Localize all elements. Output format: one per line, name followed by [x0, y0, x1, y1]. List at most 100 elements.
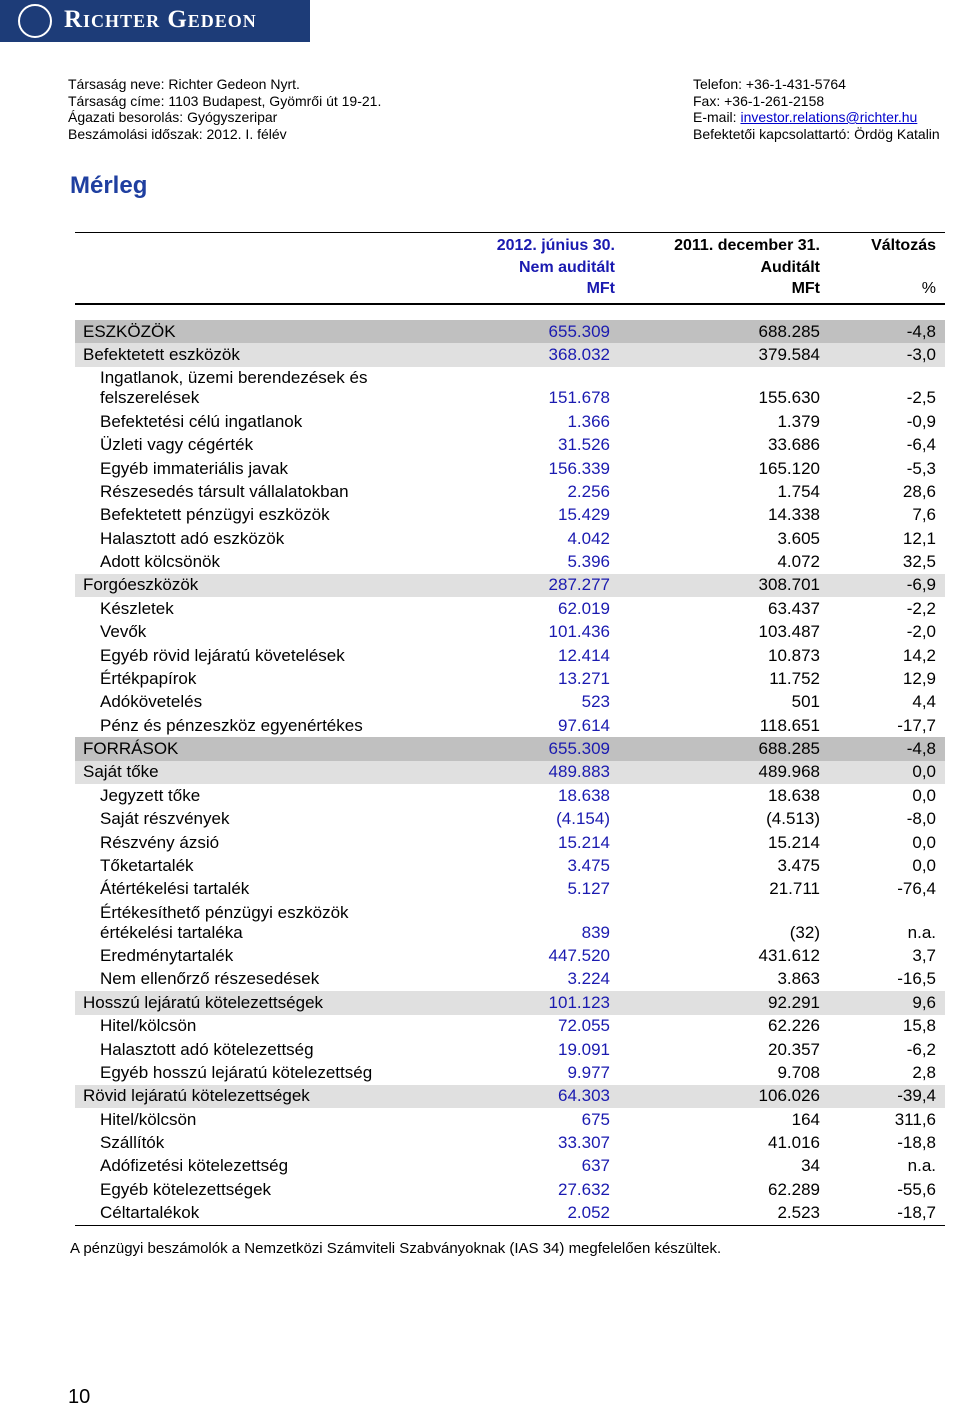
cell-value: 489.968	[758, 762, 820, 782]
table-row: Részvény ázsió 15.214 15.214 0,0	[75, 831, 945, 854]
unit: MFt	[586, 280, 615, 297]
label-text: Ingatlanok, üzemi berendezések és felsze…	[100, 368, 368, 408]
info-line: Társaság neve: Richter Gedeon Nyrt.	[68, 76, 300, 92]
cell-value: 9.977	[567, 1062, 610, 1082]
cell-value: 41.016	[768, 1133, 820, 1153]
cell-value: 0,0	[912, 855, 936, 875]
label-text: Befektetett pénzügyi eszközök	[100, 505, 330, 525]
row-label: Adófizetési kötelezettség	[75, 1156, 475, 1176]
cell-value: 14,2	[902, 645, 936, 665]
info-line: Telefon: +36-1-431-5764	[693, 76, 846, 92]
contact-info: Telefon: +36-1-431-5764 Fax: +36-1-261-21…	[693, 76, 940, 142]
label-text: Hitel/kölcsön	[100, 1109, 197, 1129]
cell-value: 5.127	[567, 879, 610, 899]
cell-value: 15,8	[902, 1016, 936, 1036]
label-text: Egyéb immateriális javak	[100, 458, 289, 478]
cell-value: -39,4	[897, 1086, 936, 1106]
cell-value: 4.072	[777, 552, 820, 572]
cell-value: 33.307	[558, 1133, 610, 1153]
cell-value: 4,4	[912, 692, 936, 712]
unit: MFt	[791, 280, 820, 297]
cell-value: 12.414	[558, 645, 610, 665]
table-row: Átértékelési tartalék 5.127 21.711 -76,4	[75, 878, 945, 901]
cell-value: 64.303	[558, 1086, 610, 1106]
cell-value: 28,6	[902, 481, 936, 501]
label-text: Hitel/kölcsön	[100, 1016, 197, 1036]
cell-value: 287.277	[548, 575, 610, 595]
cell-value: 32,5	[902, 552, 936, 572]
row-label: Befektetett pénzügyi eszközök	[75, 505, 475, 525]
audit: Nem auditált	[518, 258, 615, 276]
row-label: FORRÁSOK	[83, 739, 179, 759]
cell-value: 489.883	[548, 762, 610, 782]
row-label: Üzleti vagy cégérték	[75, 435, 475, 455]
cell-value: 12,1	[902, 528, 936, 548]
column-header: 2012. június 30. Nem auditált MFt	[497, 235, 615, 300]
cell-value: 15.214	[768, 832, 820, 852]
table-row: Saját tőke 489.883 489.968 0,0	[75, 760, 945, 785]
cell-value: 2.052	[567, 1203, 610, 1223]
row-label: ESZKÖZÖK	[83, 321, 176, 341]
label-text: Értékesíthető pénzügyi eszközök értékelé…	[100, 902, 349, 942]
cell-value: 4.042	[567, 528, 610, 548]
label-text: Egyéb rövid lejáratú követelések	[100, 645, 345, 665]
table-row: Céltartalékok 2.052 2.523 -18,7	[75, 1202, 945, 1226]
table-header: 2012. június 30. Nem auditált MFt 2011. …	[75, 232, 945, 305]
label-text: Szállítók	[100, 1133, 165, 1153]
cell-value: 103.487	[758, 622, 820, 642]
cell-value: (4.154)	[556, 809, 610, 829]
cell-value: 431.612	[758, 946, 820, 966]
row-label: Jegyzett tőke	[75, 786, 475, 806]
row-label: Saját részvények	[75, 809, 475, 829]
cell-value: 19.091	[558, 1039, 610, 1059]
row-label: Ingatlanok, üzemi berendezések és felsze…	[75, 368, 475, 408]
cell-value: 27.632	[558, 1179, 610, 1199]
cell-value: 92.291	[768, 992, 820, 1012]
table-row: Befektetett eszközök 368.032 379.584 -3,0	[75, 343, 945, 367]
email-label: E-mail:	[693, 109, 737, 125]
label-text: Eredménytartalék	[100, 946, 234, 966]
table-row: Értékesíthető pénzügyi eszközök értékelé…	[75, 901, 945, 944]
label-text: Üzleti vagy cégérték	[100, 435, 254, 455]
cell-value: -76,4	[897, 879, 936, 899]
info-line: Társaság címe: 1103 Budapest, Gyömrői út…	[68, 92, 382, 109]
row-label: Értékpapírok	[75, 669, 475, 689]
row-label: Hitel/kölcsön	[75, 1110, 475, 1130]
cell-value: 0,0	[912, 785, 936, 805]
cell-value: 15.214	[558, 832, 610, 852]
cell-value: 164	[791, 1109, 820, 1129]
cell-value: 72.055	[558, 1016, 610, 1036]
cell-value: 637	[581, 1156, 610, 1176]
table-row: Értékpapírok 13.271 11.752 12,9	[75, 667, 945, 690]
cell-value: 62.289	[768, 1179, 820, 1199]
cell-value: 33.686	[768, 435, 820, 455]
label-text: Átértékelési tartalék	[100, 879, 250, 899]
table-row: Nem ellenőrző részesedések 3.224 3.863 -16,…	[75, 968, 945, 991]
cell-value: 21.711	[769, 879, 820, 899]
label-text: Egyéb kötelezettségek	[100, 1179, 272, 1199]
row-label: Egyéb rövid lejáratú követelések	[75, 646, 475, 666]
table-row: Adókövetelés 523 501 4,4	[75, 691, 945, 714]
table-row: ESZKÖZÖK 655.309 688.285 -4,8	[75, 320, 945, 344]
cell-value: 523	[581, 692, 610, 712]
label-text: Készletek	[100, 598, 174, 618]
cell-value: 9,6	[912, 992, 936, 1012]
row-label: Céltartalékok	[75, 1203, 475, 1223]
column-header: 2011. december 31. Auditált MFt	[674, 235, 820, 300]
row-label: Nem ellenőrző részesedések	[75, 969, 475, 989]
email-link[interactable]: investor.relations@richter.hu	[740, 109, 918, 125]
cell-value: 308.701	[758, 575, 820, 595]
table-row: Adófizetési kötelezettség 637 34 n.a.	[75, 1155, 945, 1178]
row-label: Egyéb immateriális javak	[75, 459, 475, 479]
table-row: Hosszú lejáratú kötelezettségek 101.123 92…	[75, 991, 945, 1015]
cell-value: -8,0	[906, 809, 936, 829]
cell-value: 101.123	[548, 992, 610, 1012]
company-info: Társaság neve: Richter Gedeon Nyrt. Társa…	[68, 76, 381, 142]
info-line: Fax: +36-1-261-2158	[693, 92, 825, 109]
cell-value: 0,0	[912, 762, 936, 782]
title: Mérleg	[70, 172, 148, 199]
row-label: Rövid lejáratú kötelezettségek	[83, 1086, 310, 1106]
info-line: Ágazati besorolás: Gyógyszeripar	[68, 109, 278, 125]
table-row: Egyéb immateriális javak 156.339 165.120 -5…	[75, 457, 945, 480]
